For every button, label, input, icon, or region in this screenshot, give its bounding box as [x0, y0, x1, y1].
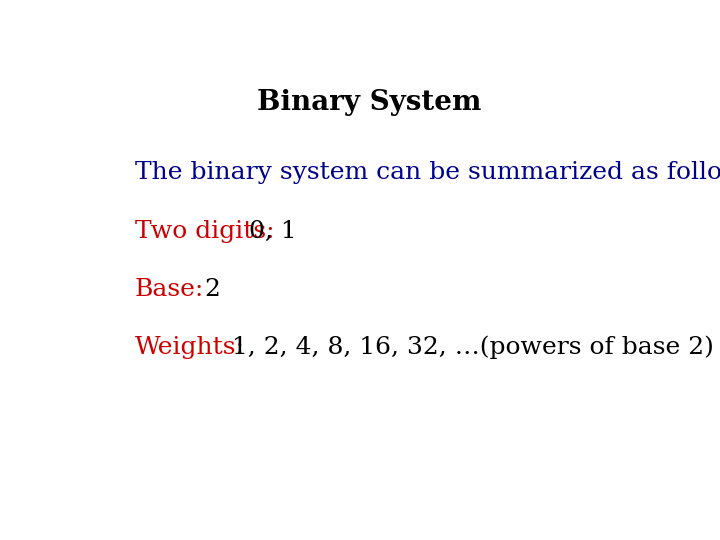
Text: 2: 2: [204, 278, 220, 301]
Text: 1, 2, 4, 8, 16, 32, …(powers of base 2): 1, 2, 4, 8, 16, 32, …(powers of base 2): [233, 336, 714, 359]
Text: The binary system can be summarized as follows:: The binary system can be summarized as f…: [135, 161, 720, 184]
Text: 0, 1: 0, 1: [249, 220, 297, 242]
Text: Binary System: Binary System: [257, 89, 481, 116]
Text: Weights:: Weights:: [135, 336, 245, 359]
Text: Two digits:: Two digits:: [135, 220, 274, 242]
Text: Base:: Base:: [135, 278, 204, 301]
